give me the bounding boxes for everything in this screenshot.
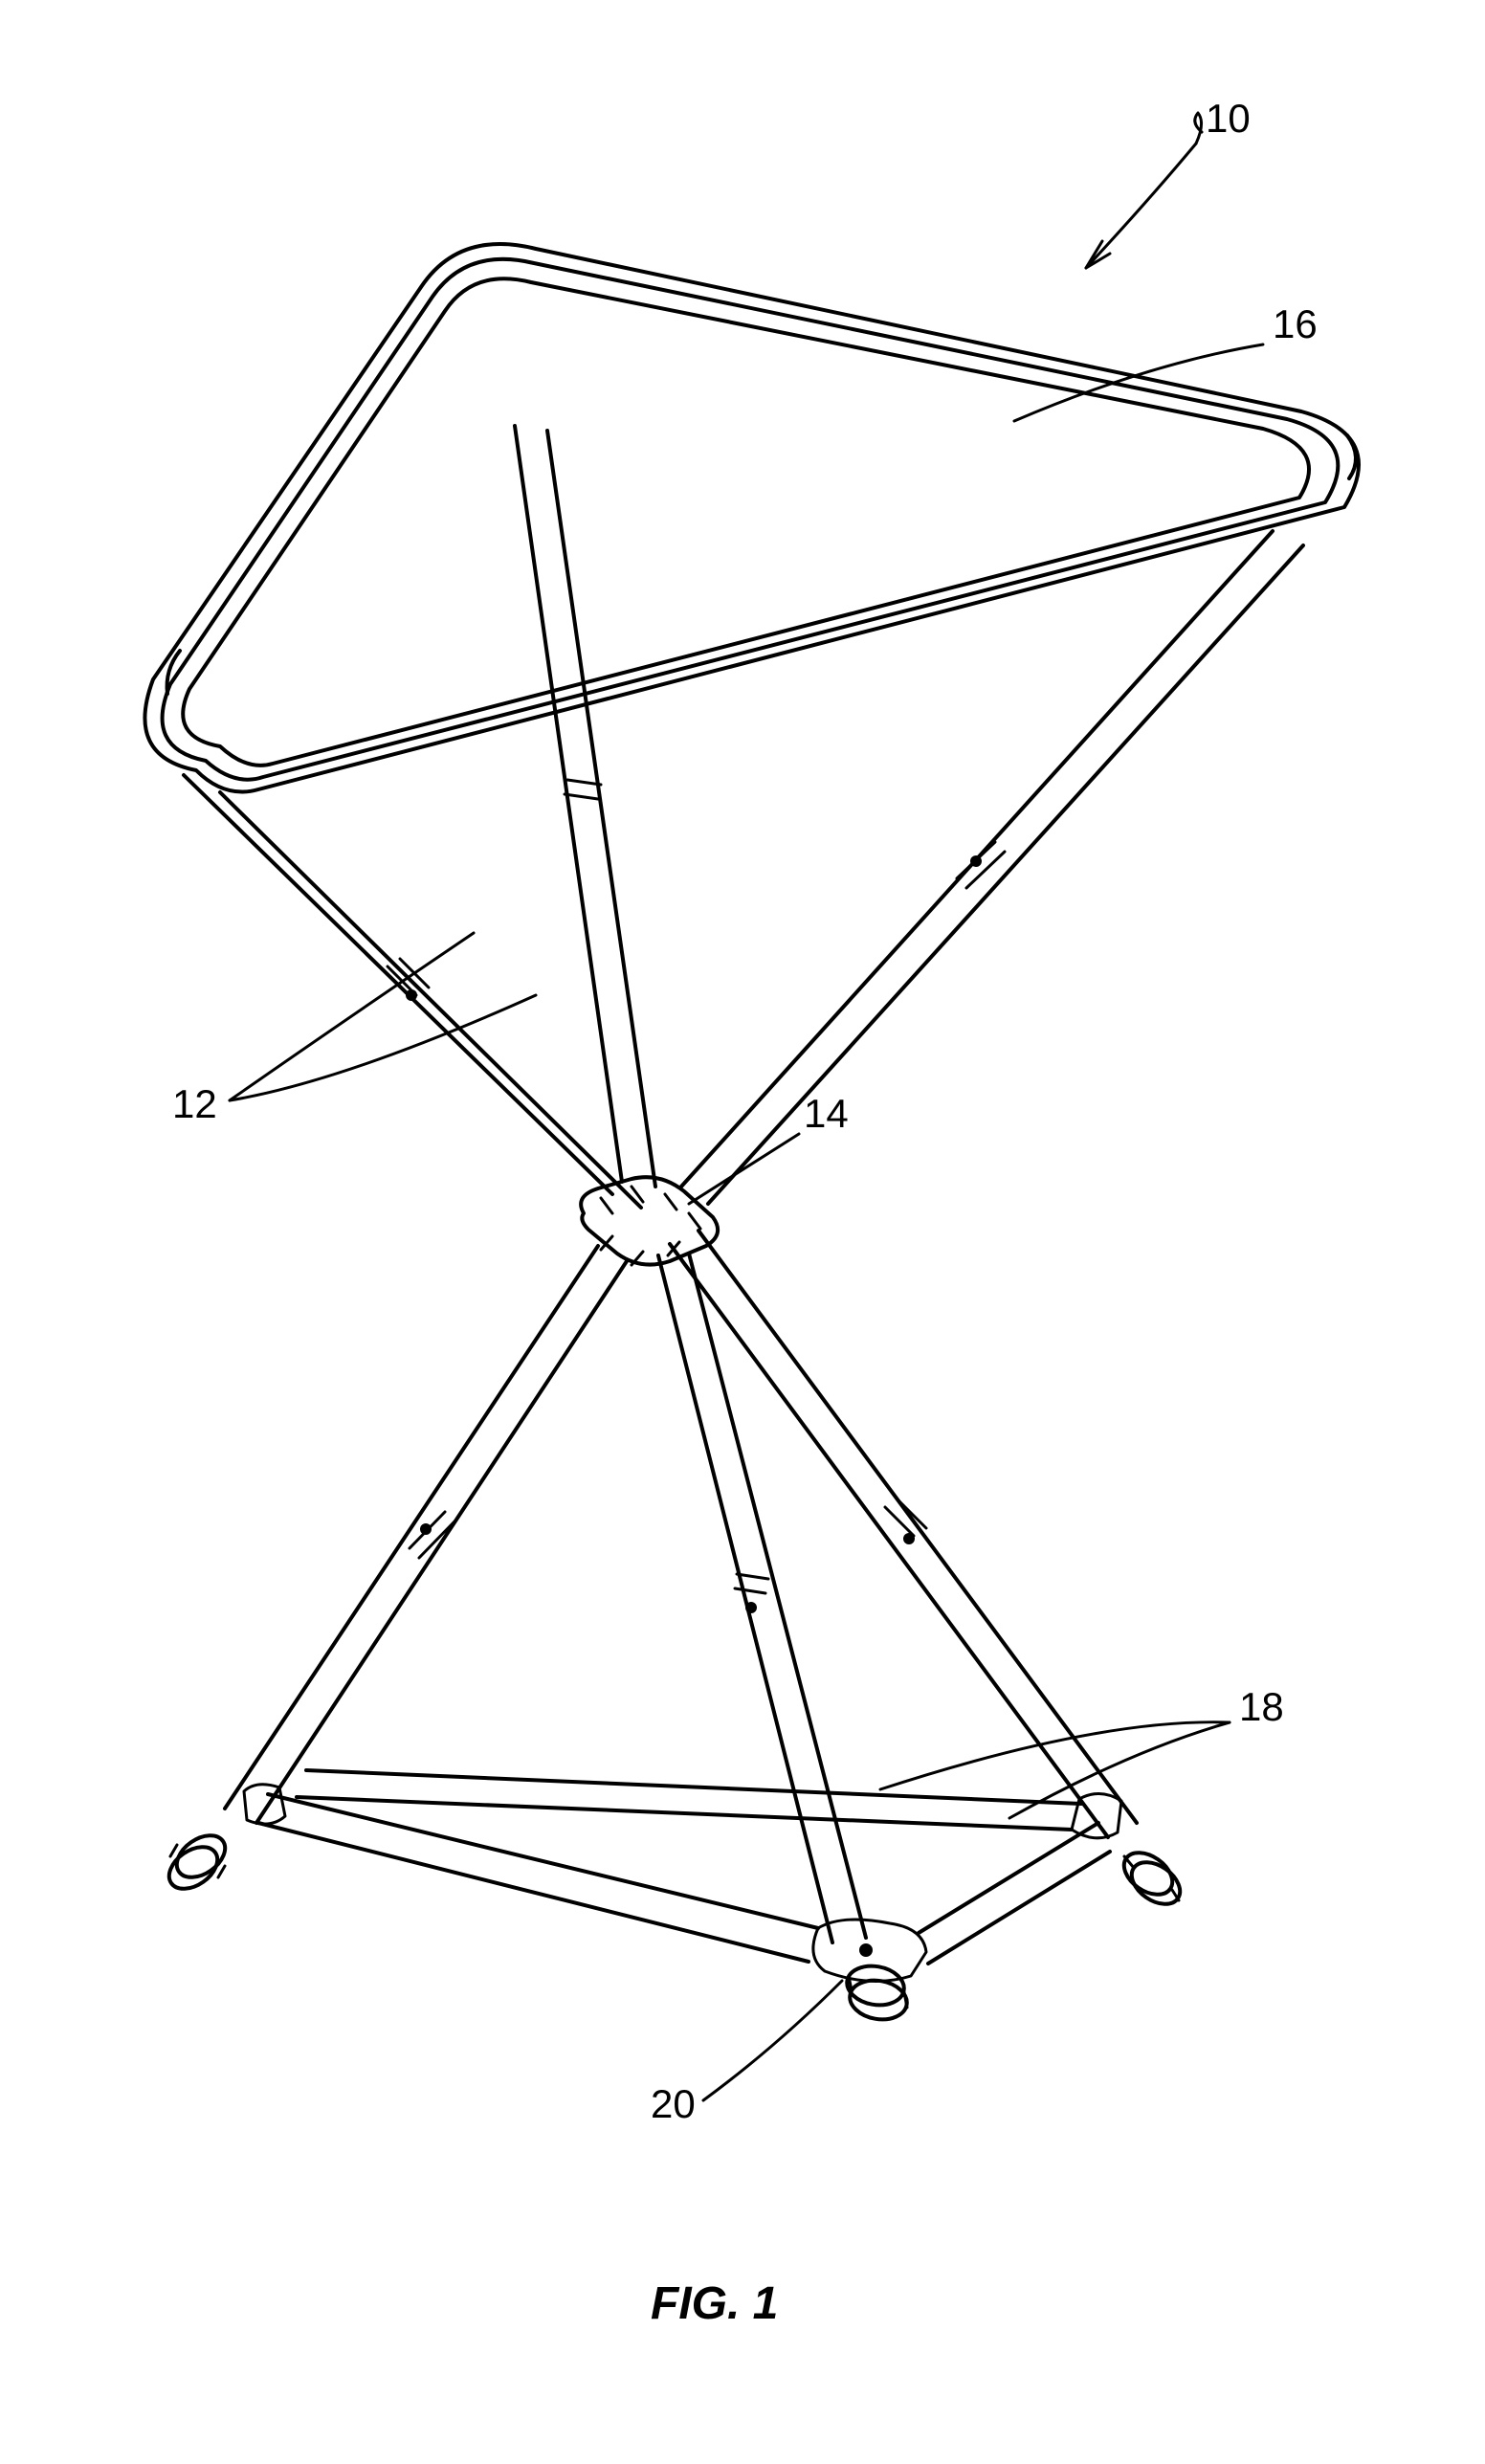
- leg-1: [184, 775, 1187, 1913]
- ref-12: 12: [172, 1081, 217, 1127]
- ref-14: 14: [804, 1091, 849, 1137]
- ref-20: 20: [651, 2081, 696, 2127]
- ref-16: 16: [1273, 301, 1318, 347]
- ref-10: 10: [1206, 96, 1251, 142]
- center-hub: [581, 1177, 718, 1265]
- braces: [244, 1770, 1121, 1981]
- leg-2: [515, 426, 910, 2024]
- ref-18: 18: [1239, 1684, 1284, 1730]
- seat-top: [144, 244, 1359, 792]
- figure-caption: FIG. 1: [651, 2277, 778, 2330]
- stool-drawing: [0, 0, 1485, 2464]
- patent-figure: 10 16 12 14 18 20 FIG. 1: [0, 0, 1485, 2464]
- leg-3: [162, 531, 1303, 1898]
